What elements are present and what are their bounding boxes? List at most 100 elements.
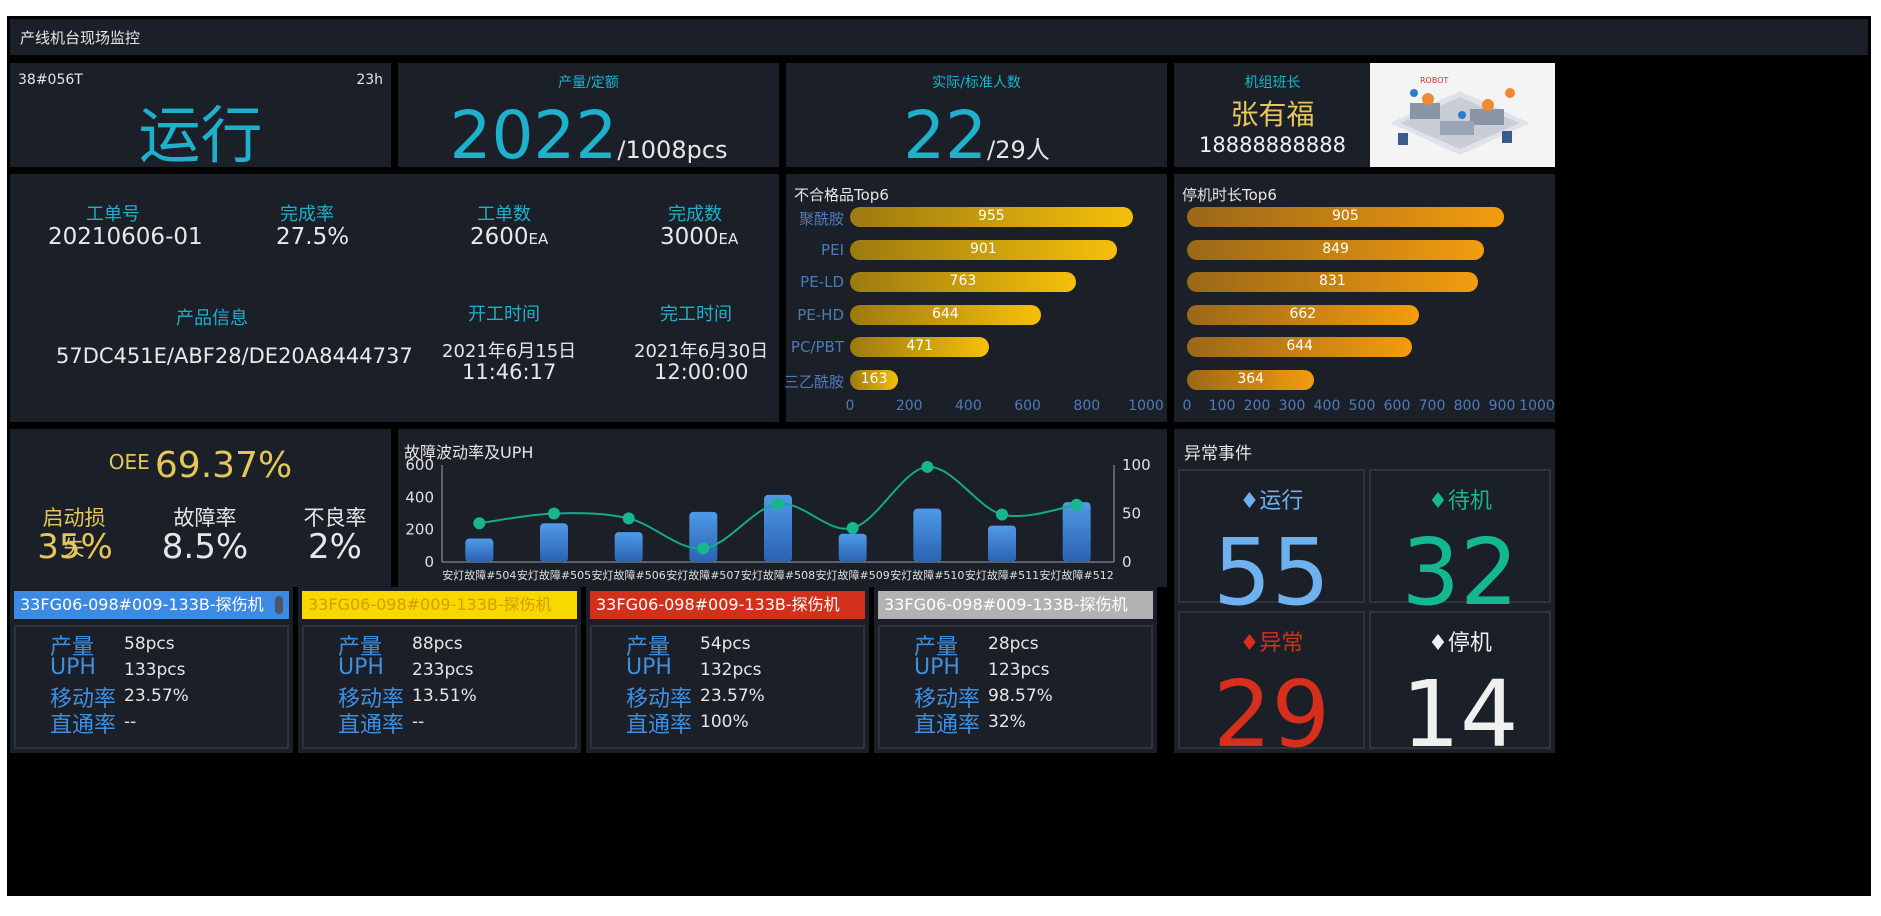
fault-rate-point[interactable] (473, 517, 486, 530)
event-stop-label: ♦停机 (1428, 631, 1492, 656)
bar[interactable]: 831 (1187, 272, 1478, 293)
uph-bar[interactable] (838, 533, 867, 562)
uph-bar[interactable] (988, 525, 1016, 562)
line-stat-value: 58pcs (124, 634, 175, 654)
fault-uph-chart: 0 200 400 600 0 50 100 安灯故障#504 安灯故障#505 安灯故障#506… (398, 429, 1167, 587)
right-axis-tick: 50 (1122, 505, 1141, 523)
fault-rate-point[interactable] (697, 542, 710, 555)
line-card-stats: 产量 54pcs UPH 132pcs 移动率 23.57% 直通率 100% (590, 625, 865, 749)
bar[interactable]: 901 (850, 239, 1117, 260)
bar[interactable]: 849 (1187, 239, 1485, 260)
bar[interactable]: 471 (850, 337, 990, 358)
x-category-label: 安灯故障#508 (741, 568, 815, 582)
bar-value-label: 901 (969, 240, 997, 257)
staff-panel: 实际/标准人数 22/29人 (786, 63, 1167, 169)
bar-category-label: PE-HD (797, 305, 844, 324)
event-idle-card[interactable]: ♦待机 32 (1369, 469, 1551, 619)
header-bar: 产线机台现场监控 (10, 19, 1868, 55)
bar-value-label: 471 (906, 338, 934, 355)
line-stat-label: 移动率 (338, 687, 405, 712)
rate-value: 27.5% (276, 224, 350, 250)
bar[interactable]: 763 (850, 272, 1076, 293)
axis-tick-label: 800 (1453, 398, 1481, 414)
line-card-header[interactable]: 33FG06-098#009-133B-探伤机 (874, 587, 1157, 619)
output-panel: 产量/定额 2022/1008pcs (398, 63, 779, 169)
x-category-label: 安灯故障#512 (1040, 568, 1114, 582)
fault-rate-point[interactable] (996, 508, 1008, 521)
x-category-label: 安灯故障#504 (442, 568, 516, 582)
line-stat-label: 直通率 (914, 713, 981, 738)
uph-bar[interactable] (465, 538, 494, 562)
line-stat-label: 产量 (626, 635, 671, 660)
downtime-top6-panel: 停机时长Top6 905 849 831 662 644 364 0 100 200 300 400… (1174, 174, 1555, 422)
output-value: 2022 (449, 97, 618, 174)
uph-bar[interactable] (689, 511, 718, 562)
machine-id: 38#056T (18, 72, 83, 88)
bar[interactable]: 955 (850, 207, 1133, 227)
left-axis-tick: 200 (405, 521, 434, 539)
axis-tick-label: 300 (1278, 398, 1306, 414)
production-line-illustration: ROBOT (1370, 63, 1555, 167)
uph-bar[interactable] (540, 523, 568, 562)
machine-state: 运行 (138, 99, 263, 172)
event-stop-card[interactable]: ♦停机 14 (1369, 611, 1551, 761)
event-error-card[interactable]: ♦异常 29 (1178, 611, 1365, 761)
product-label: 产品信息 (176, 308, 248, 329)
uph-bar[interactable] (764, 494, 792, 562)
event-error-label: ♦异常 (1239, 631, 1304, 656)
uph-bar[interactable] (913, 508, 942, 562)
fault-rate-point[interactable] (921, 460, 934, 473)
line-stat-value: 54pcs (700, 634, 751, 654)
axis-tick-label: 400 (955, 398, 982, 414)
bar[interactable]: 644 (1187, 337, 1413, 358)
uph-bar[interactable] (1062, 502, 1091, 562)
event-idle-label: ♦待机 (1428, 489, 1492, 514)
x-category-label: 安灯故障#507 (666, 568, 740, 582)
line-stat-value: -- (412, 712, 425, 732)
fault-rate-point[interactable] (1070, 498, 1083, 511)
uph-bar[interactable] (614, 532, 643, 562)
line-stat-label: 产量 (338, 635, 383, 660)
fault-rate-point[interactable] (846, 522, 859, 535)
done-label: 完成数 (668, 204, 722, 225)
bar-value-label: 955 (977, 208, 1005, 224)
line-card-header[interactable]: 33FG06-098#009-133B-探伤机 (298, 587, 581, 619)
event-run-card[interactable]: ♦运行 55 (1178, 469, 1365, 619)
bar-value-label: 662 (1289, 305, 1317, 322)
bar-value-label: 831 (1319, 273, 1346, 290)
line-stat-label: UPH (338, 655, 384, 680)
fault-rate-point[interactable] (772, 497, 784, 510)
startup-loss-label: 启动损失 (42, 506, 106, 560)
line-name: 33FG06-098#009-133B-探伤机 (878, 591, 1153, 619)
line-card-body: 产量 88pcs UPH 233pcs 移动率 13.51% 直通率 -- (298, 619, 581, 753)
scroll-indicator[interactable] (275, 596, 283, 614)
rate-label: 完成率 (280, 204, 334, 225)
line-stat-label: 直通率 (338, 713, 405, 738)
line-stat-label: UPH (626, 655, 672, 680)
order-no: 20210606-01 (48, 224, 203, 250)
line-name: 33FG06-098#009-133B-探伤机 (14, 591, 289, 619)
done-group: 3000EA (660, 224, 738, 250)
oee-label: OEE (108, 450, 150, 474)
axis-tick-label: 200 (1243, 398, 1271, 414)
left-axis-tick: 0 (424, 553, 434, 571)
bar[interactable]: 364 (1187, 370, 1315, 390)
done-value: 3000 (660, 224, 719, 250)
bar[interactable]: 163 (850, 370, 899, 390)
line-stat-value: 13.51% (412, 686, 477, 706)
bar[interactable]: 644 (850, 304, 1041, 325)
fault-rate-point[interactable] (622, 512, 635, 525)
axis-tick-label: 800 (1073, 398, 1101, 414)
count-group: 2600EA (470, 224, 548, 250)
fault-rate-point[interactable] (548, 507, 560, 520)
line-name: 33FG06-098#009-133B-探伤机 (590, 591, 865, 619)
count-label: 工单数 (477, 204, 531, 225)
oee-value: 69.37% (154, 445, 293, 486)
bar[interactable]: 905 (1187, 207, 1504, 227)
line-stat-value: 100% (700, 712, 749, 732)
line-card-header[interactable]: 33FG06-098#009-133B-探伤机 (586, 587, 869, 619)
x-category-label: 安灯故障#509 (816, 568, 890, 582)
bar[interactable]: 662 (1187, 304, 1419, 325)
leader-label: 机组班长 (1244, 75, 1301, 91)
line-card-header[interactable]: 33FG06-098#009-133B-探伤机 (10, 587, 293, 619)
